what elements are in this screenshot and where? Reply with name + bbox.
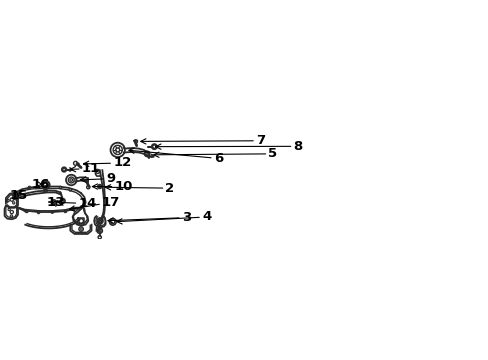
Text: 2: 2: [105, 182, 174, 195]
Text: 1: 1: [0, 359, 1, 360]
Text: 9: 9: [81, 172, 115, 185]
Text: 11: 11: [70, 162, 100, 175]
Text: 15: 15: [9, 189, 27, 202]
Text: 5: 5: [153, 147, 277, 160]
Text: 17: 17: [69, 196, 120, 211]
Text: 8: 8: [155, 140, 302, 153]
Text: 3: 3: [108, 211, 191, 224]
Text: 7: 7: [141, 134, 264, 147]
Text: 16: 16: [31, 178, 50, 191]
Text: 12: 12: [83, 157, 131, 170]
Text: 4: 4: [117, 211, 211, 224]
Text: 6: 6: [129, 148, 223, 165]
Text: 13: 13: [47, 196, 65, 209]
Text: 14: 14: [58, 197, 97, 210]
Text: 10: 10: [92, 180, 133, 193]
